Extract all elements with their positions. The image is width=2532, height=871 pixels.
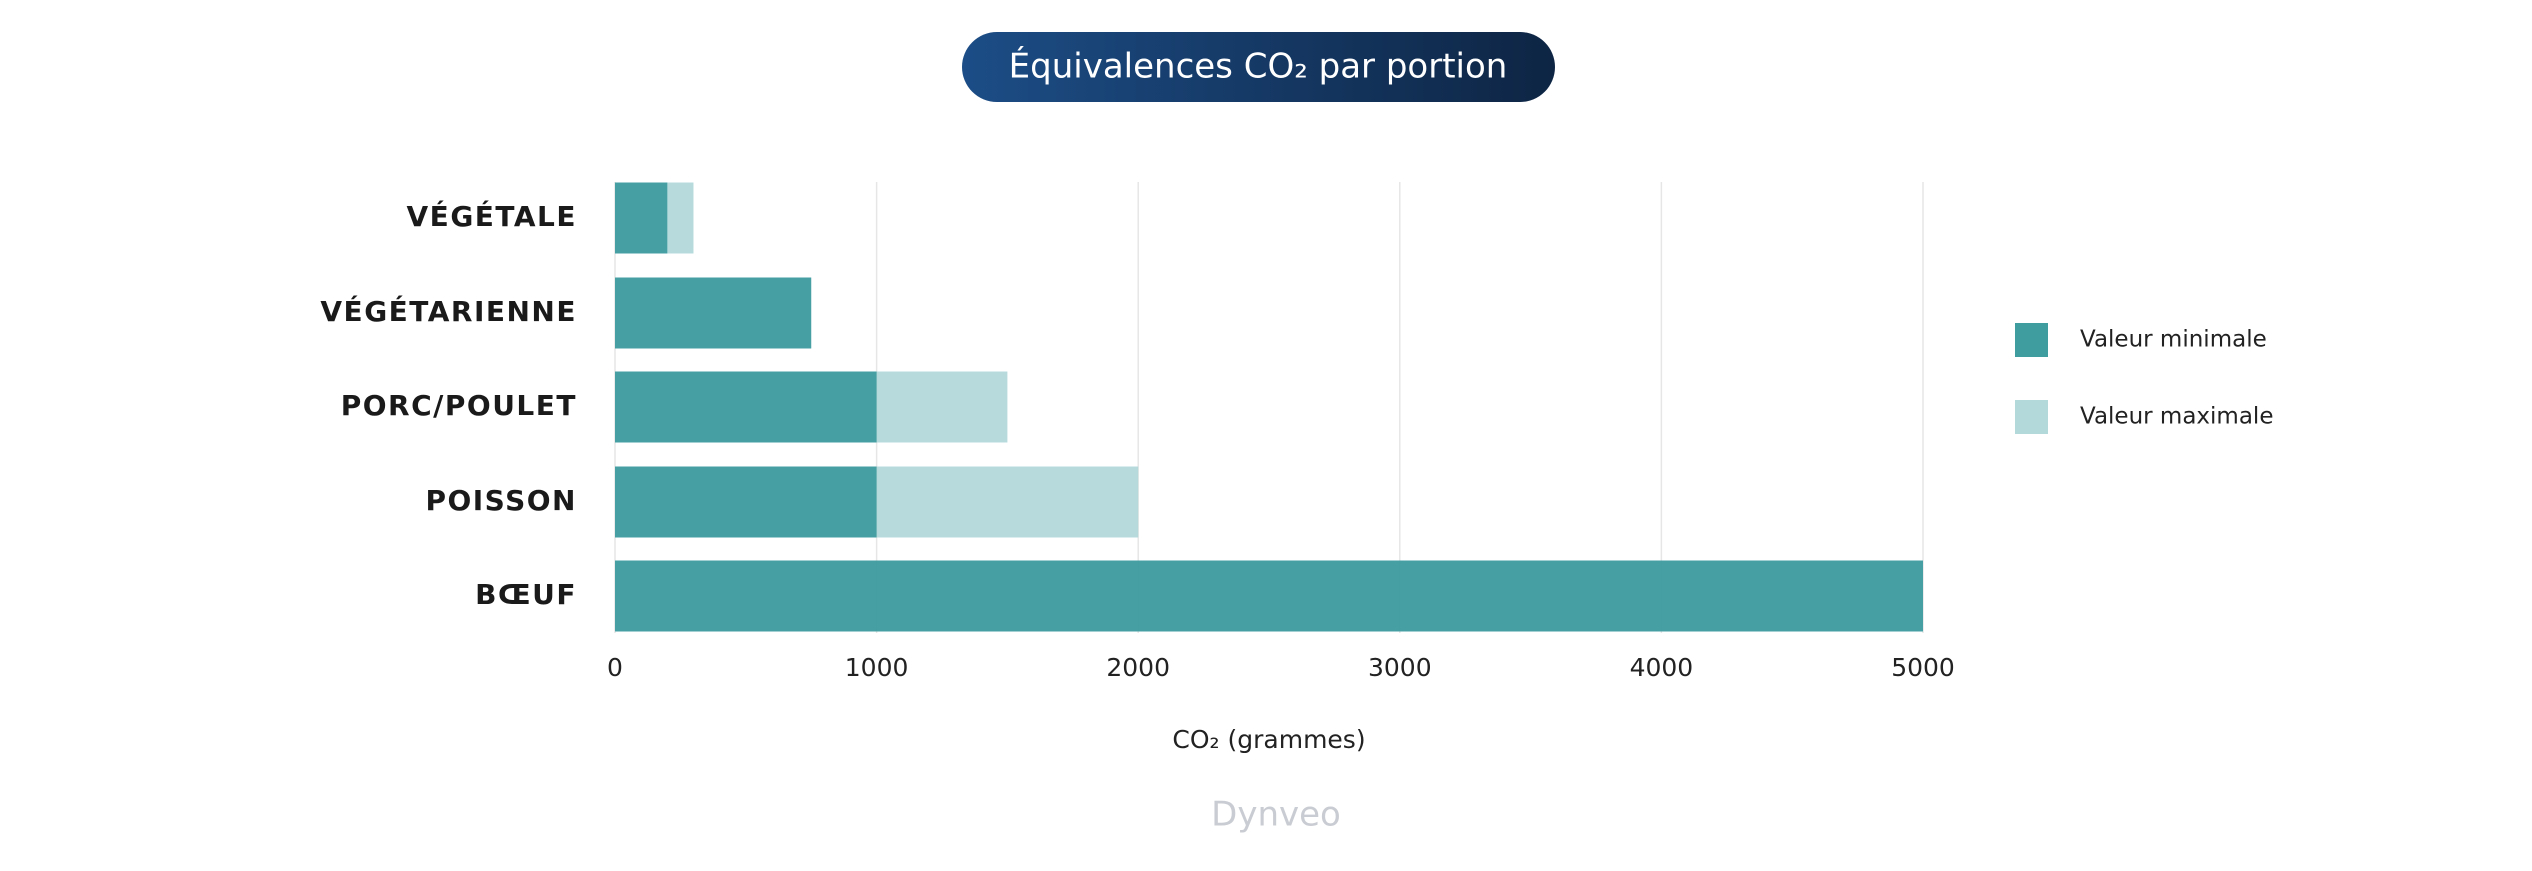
bar bbox=[615, 560, 1923, 632]
y-tick-label: VÉGÉTALE bbox=[407, 199, 577, 233]
x-tick-label: 5000 bbox=[1891, 653, 1955, 682]
watermark: Dynveo bbox=[1211, 795, 1341, 835]
legend-label: Valeur maximale bbox=[2080, 404, 2273, 430]
x-tick-label: 1000 bbox=[845, 653, 909, 682]
y-tick-label: POISSON bbox=[425, 484, 577, 517]
y-tick-label: BŒUF bbox=[475, 578, 577, 611]
legend-swatch bbox=[2015, 400, 2048, 434]
bar bbox=[615, 182, 668, 254]
bar bbox=[615, 277, 812, 349]
title-pill bbox=[962, 32, 1555, 102]
x-tick-label: 0 bbox=[607, 653, 623, 682]
legend-label: Valeur minimale bbox=[2080, 327, 2267, 353]
y-tick-label: PORC/POULET bbox=[341, 389, 577, 422]
x-tick-label: 4000 bbox=[1630, 653, 1694, 682]
y-tick-label: VÉGÉTARIENNE bbox=[320, 294, 577, 328]
chart-title: Équivalences CO₂ par portion bbox=[1009, 46, 1508, 87]
bar bbox=[615, 371, 877, 443]
bar bbox=[615, 466, 877, 538]
x-axis-label: CO₂ (grammes) bbox=[1172, 725, 1365, 754]
legend-swatch bbox=[2015, 323, 2048, 357]
x-tick-label: 3000 bbox=[1368, 653, 1432, 682]
x-tick-label: 2000 bbox=[1106, 653, 1170, 682]
